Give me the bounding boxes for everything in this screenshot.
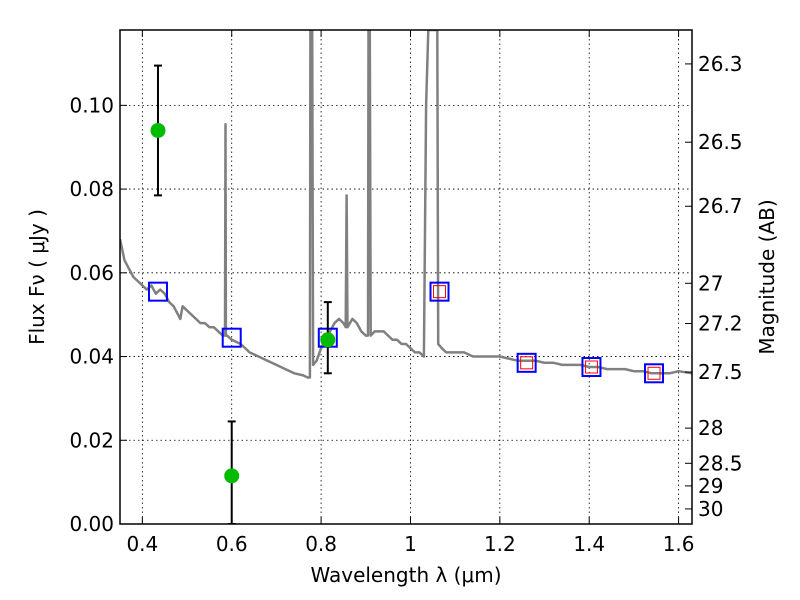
right-tick-label: 27.2 [698,311,743,335]
x-tick-label: 1 [404,532,417,556]
model-photometry-square [581,357,602,378]
observed-data-point [224,468,240,484]
grid [120,30,692,525]
axis-ticks: 0.4 0.6 0.8 1 1.2 1.4 1.6 0.00 0.02 0.04 0.06 0.08 0… [69,30,743,556]
y-axis-right-label: Magnitude (AB) [755,199,779,354]
model-photometry-square [147,281,168,302]
right-tick-label: 26.3 [698,52,743,76]
sed-model-line [120,30,692,379]
plot-frame [119,29,693,525]
y-tick-label: 0.02 [69,428,114,452]
red-marker-square [647,366,661,380]
y-tick-label: 0.00 [69,512,114,536]
x-tick-label: 1.6 [663,532,695,556]
x-tick-label: 1.4 [573,532,605,556]
red-marker-square [584,360,598,374]
right-tick-label: 27 [698,271,723,295]
observed-data-point [320,332,336,348]
model-photometry-square [516,352,537,373]
red-marker-square [520,356,534,370]
right-tick-label: 28 [698,416,723,440]
right-tick-label: 30 [698,497,723,521]
y-tick-label: 0.04 [69,345,114,369]
red-marker-square [433,285,447,299]
x-tick-label: 0.6 [216,532,248,556]
right-tick-label: 29 [698,474,723,498]
right-tick-label: 26.7 [698,194,743,218]
right-tick-label: 28.5 [698,451,743,475]
y-tick-label: 0.06 [69,261,114,285]
observed-data-point [150,122,166,138]
right-tick-label: 26.5 [698,130,743,154]
y-axis-label: Flux Fν ( μJy ) [25,209,49,345]
plot-area [120,30,692,524]
x-tick-label: 0.8 [305,532,337,556]
y-tick-label: 0.08 [69,177,114,201]
right-tick-label: 27.5 [698,360,743,384]
model-photometry-square [221,327,242,348]
x-tick-label: 1.2 [484,532,516,556]
y-tick-label: 0.10 [69,93,114,117]
x-tick-label: 0.4 [126,532,158,556]
model-photometry-square [429,281,450,302]
x-axis-label: Wavelength λ (μm) [310,563,501,587]
model-photometry-square [644,363,665,384]
